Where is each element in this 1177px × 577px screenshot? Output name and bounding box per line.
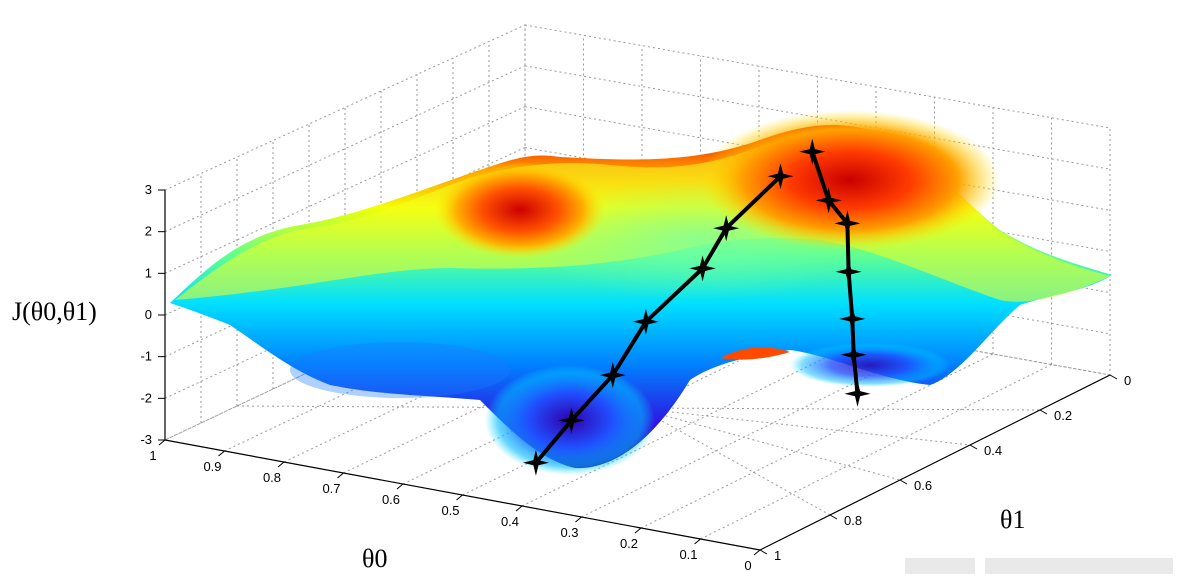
theta0-tick [515,505,523,512]
z-tick-label: 0 [145,307,152,322]
theta0-tick-label: 0.3 [560,525,578,540]
valley-front [290,342,510,398]
grid-line [700,364,1052,540]
theta1-tick [969,444,978,450]
theta0-tick [396,483,404,490]
grid-line [164,65,526,233]
theta1-axis-line [759,374,1111,551]
theta1-tick [829,514,838,520]
theta1-tick-label: 0.8 [844,513,862,528]
theta1-tick-label: 0.2 [1054,408,1072,423]
grid-line [164,106,526,274]
axes: 3 2 1 0 -1 -2 -3 1 0.9 0.8 0.7 0.6 0.5 0.4 0.3 0.2 0.1 0… [140,182,1131,573]
theta0-tick [277,461,285,468]
grid-line [462,322,818,496]
descent-step-marker [632,308,659,335]
z-tick-label: -3 [140,432,152,447]
valley-right [790,343,950,387]
grid-line [581,343,935,518]
theta0-tick-label: 0.2 [620,536,638,551]
z-tick-label: -1 [140,349,152,364]
theta0-tick [218,450,225,457]
theta0-tick-label: 0.7 [322,481,340,496]
grid-line [524,106,1111,211]
descent-step-marker [844,380,871,407]
descent-step-marker [815,187,842,214]
theta0-axis-label: θ0 [362,544,387,573]
descent-path-1 [522,163,794,476]
descent-step-marker [839,305,866,332]
theta0-tick [158,439,166,446]
descent-step-marker [713,215,740,242]
theta1-tick-label: 1 [774,548,781,563]
descent-step-marker [522,449,549,476]
theta0-tick-label: 0.9 [203,459,221,474]
descent-step-marker [689,255,716,282]
surface-fold [720,347,790,360]
theta1-tick [759,549,768,555]
theta1-tick [1039,409,1048,415]
grid-line [521,332,877,507]
theta0-tick-label: 1 [149,448,156,463]
z-tick-label: -2 [140,390,152,405]
descent-step-marker [767,163,794,190]
grid-line [402,311,760,485]
peak-left [435,162,605,258]
descent-step-marker [799,138,826,165]
descent-step-marker [834,210,861,237]
theta1-tick-label: 0 [1124,373,1131,388]
theta0-tick [694,538,701,545]
descent-step-marker [599,362,626,389]
z-axis-label: J(θ0,θ1) [12,297,97,326]
theta1-axis-label: θ1 [1000,505,1025,534]
watermark [905,558,1173,574]
descent-path-2 [799,138,871,407]
grid-line [524,65,1111,170]
peak-right [700,110,1000,250]
cost-surface [170,110,1112,475]
descent-step-marker [840,341,867,368]
grid-line [640,353,994,529]
z-tick-label: 1 [145,265,152,280]
theta0-tick [337,472,344,479]
theta0-tick-label: 0 [744,558,751,573]
descent-paths [522,138,871,476]
grid-line [524,147,1111,252]
theta0-tick [456,494,463,501]
theta0-tick [634,527,642,534]
theta1-tick-label: 0.6 [914,478,932,493]
theta0-tick-label: 0.5 [441,503,459,518]
theta0-tick-label: 0.8 [263,470,281,485]
theta1-tick [1109,374,1118,380]
z-tick-label: 2 [145,224,152,239]
theta0-tick [753,549,761,556]
grid-line [524,228,1111,335]
theta1-tick-label: 0.4 [984,443,1002,458]
theta0-tick-label: 0.4 [501,514,519,529]
theta1-tick [899,479,908,485]
z-tick-label: 3 [145,182,152,197]
theta0-tick-label: 0.6 [382,492,400,507]
descent-step-marker [835,258,862,285]
theta0-tick [575,516,582,523]
theta0-tick-label: 0.1 [679,547,697,562]
descent-step-marker [558,407,585,434]
